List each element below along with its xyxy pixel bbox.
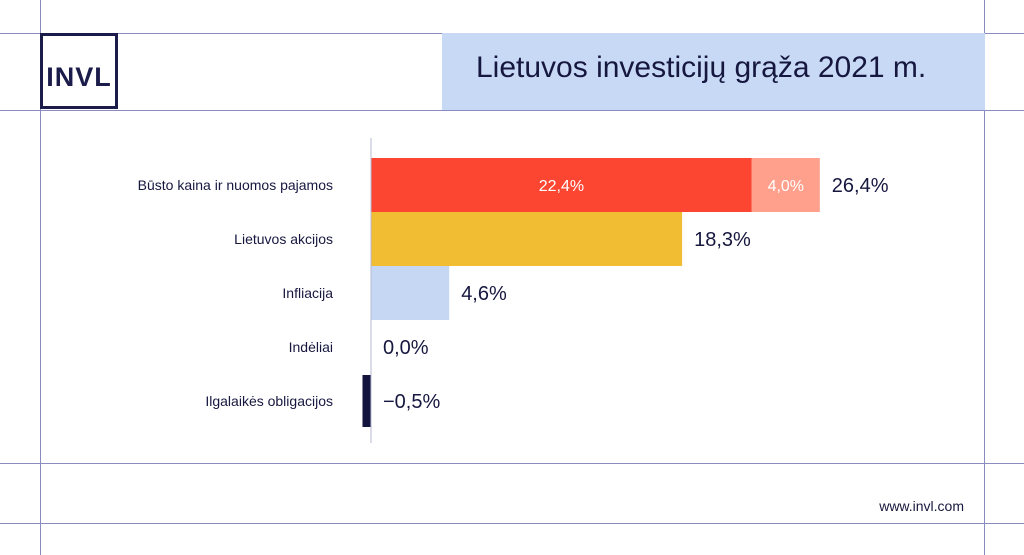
total-value-label: 4,6%	[461, 283, 507, 305]
logo-text: INVL	[46, 62, 112, 92]
invl-logo: INVL	[40, 33, 118, 109]
frame-line-bottom	[0, 523, 1024, 524]
category-label: Ilgalaikės obligacijos	[205, 393, 333, 409]
category-label: Indėliai	[289, 339, 333, 355]
category-label: Lietuvos akcijos	[234, 231, 333, 247]
category-label: Infliacija	[282, 285, 333, 301]
bar-segment	[751, 158, 820, 212]
frame-line-left	[40, 0, 41, 555]
total-value-label: 0,0%	[383, 337, 429, 359]
total-value-label: −0,5%	[383, 391, 440, 413]
bar-segment	[371, 158, 752, 212]
bar-segment	[362, 375, 371, 427]
total-value-label: 26,4%	[832, 175, 889, 197]
website-link[interactable]: www.invl.com	[879, 498, 964, 514]
frame-line-footer-top	[0, 463, 1024, 464]
chart-title: Lietuvos investicijų grąža 2021 m.	[476, 51, 927, 84]
category-label: Būsto kaina ir nuomos pajamos	[138, 177, 333, 193]
segment-label: 4,0%	[768, 178, 804, 195]
frame-line-right	[984, 0, 985, 555]
frame-line-header-bottom	[0, 110, 1024, 111]
title-panel: Lietuvos investicijų grąža 2021 m.	[442, 33, 985, 110]
total-value-label: 18,3%	[694, 229, 751, 251]
bar-segment	[371, 266, 450, 320]
bar-segment	[371, 212, 683, 266]
segment-label: 22,4%	[539, 178, 584, 195]
